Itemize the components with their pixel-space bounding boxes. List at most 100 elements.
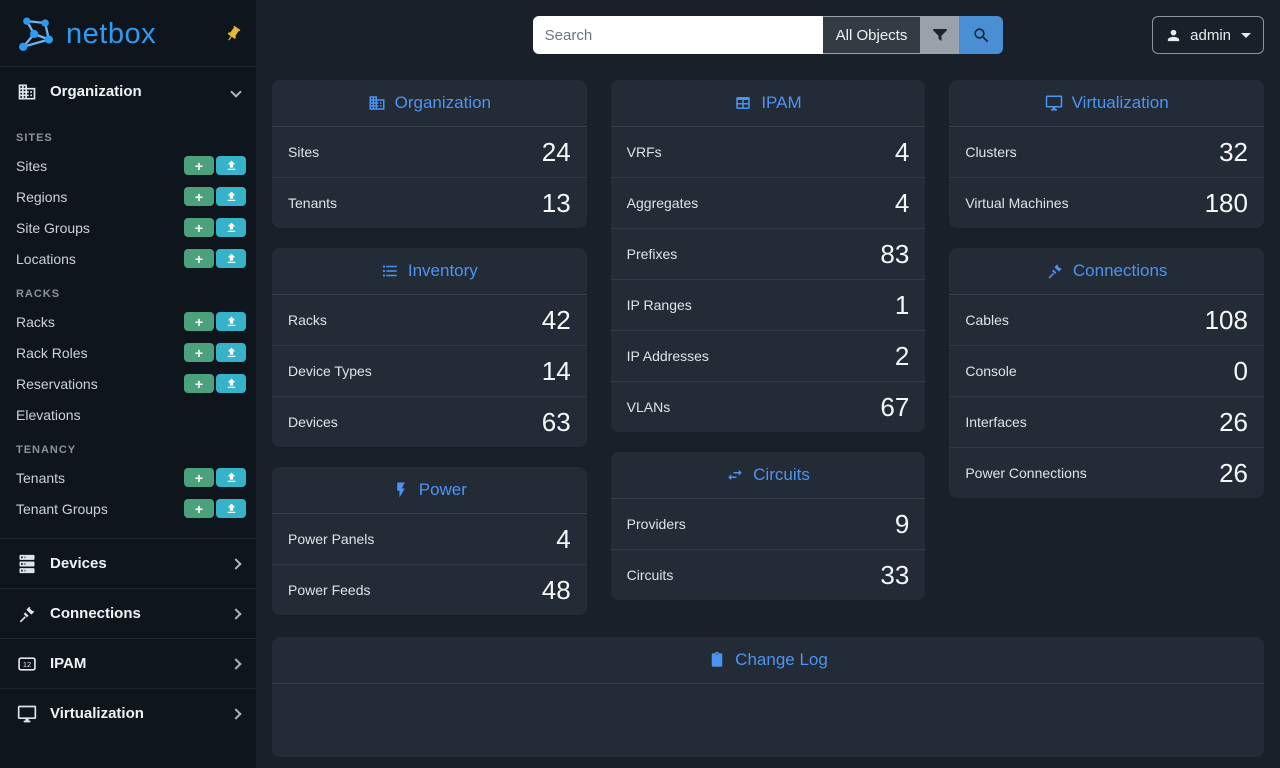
- plus-icon: +: [194, 344, 204, 361]
- stat-link[interactable]: Power Panels: [288, 531, 375, 547]
- upload-button[interactable]: [216, 187, 246, 206]
- stat-link[interactable]: VRFs: [626, 144, 662, 160]
- upload-button[interactable]: [216, 156, 246, 175]
- card-title[interactable]: IPAM: [761, 93, 802, 112]
- sidebar-item-regions[interactable]: Regions +: [0, 181, 256, 212]
- card-title[interactable]: Inventory: [407, 261, 478, 280]
- upload-button[interactable]: [216, 374, 246, 393]
- stat-row: Clusters 32: [949, 127, 1264, 178]
- stat-link[interactable]: Clusters: [965, 144, 1017, 160]
- card-title[interactable]: Organization: [394, 93, 492, 112]
- upload-button[interactable]: [216, 312, 246, 331]
- add-button[interactable]: +: [184, 312, 214, 331]
- filter-icon: [933, 29, 948, 41]
- dashboard: Organization Sites 24 Tenants 13 Invento…: [256, 78, 1280, 768]
- netbox-logo-icon[interactable]: [14, 12, 58, 56]
- filter-button[interactable]: [921, 16, 960, 54]
- topbar: All Objects admin: [256, 0, 1280, 78]
- add-button[interactable]: +: [184, 374, 214, 393]
- bolt-icon: [396, 482, 405, 498]
- stat-link[interactable]: VLANs: [626, 399, 671, 415]
- stat-link[interactable]: Device Types: [288, 363, 372, 379]
- sidebar-item-elevations[interactable]: Elevations: [0, 399, 256, 430]
- card-title[interactable]: Change Log: [735, 650, 828, 669]
- stat-link[interactable]: Console: [965, 363, 1017, 379]
- sidebar-item-label: Sites: [16, 157, 48, 174]
- sidebar-item-locations[interactable]: Locations +: [0, 243, 256, 274]
- stat-link[interactable]: Virtual Machines: [965, 195, 1069, 211]
- card-title[interactable]: Connections: [1072, 261, 1168, 280]
- stat-link[interactable]: Circuits: [626, 567, 674, 583]
- sidebar-menu-label: Devices: [50, 555, 107, 572]
- stat-value: 67: [880, 392, 910, 422]
- sidebar-menu-virtualization[interactable]: Virtualization: [0, 688, 256, 738]
- sidebar-menu-ipam[interactable]: 12 IPAM: [0, 638, 256, 688]
- stat-link[interactable]: Power Connections: [965, 465, 1087, 481]
- ipam-icon: 12: [16, 653, 38, 675]
- upload-button[interactable]: [216, 468, 246, 487]
- stat-link[interactable]: Devices: [288, 414, 338, 430]
- add-button[interactable]: +: [184, 499, 214, 518]
- sidebar-item-label: Site Groups: [16, 219, 90, 236]
- sidebar-item-racks[interactable]: Racks +: [0, 306, 256, 337]
- sidebar-item-reservations[interactable]: Reservations +: [0, 368, 256, 399]
- item-actions: +: [184, 187, 246, 206]
- column-2: IPAM VRFs 4 Aggregates 4 Prefixes 83: [610, 80, 926, 600]
- stat-link[interactable]: Racks: [288, 312, 327, 328]
- card-circuits: Circuits Providers 9 Circuits 33: [610, 452, 926, 600]
- user-label: admin: [1190, 26, 1231, 44]
- stat-link[interactable]: Aggregates: [626, 195, 699, 211]
- svg-text:12: 12: [23, 659, 31, 668]
- stat-value: 48: [541, 575, 571, 605]
- stat-link[interactable]: Power Feeds: [288, 582, 371, 598]
- card-title[interactable]: Power: [418, 480, 467, 499]
- sidebar-menu-label: IPAM: [50, 655, 87, 672]
- stat-value: 26: [1219, 458, 1248, 488]
- stat-link[interactable]: Prefixes: [626, 246, 678, 262]
- plus-icon: +: [194, 500, 204, 517]
- sidebar-menu-organization[interactable]: Organization: [0, 66, 256, 116]
- card-header: Power: [272, 467, 587, 514]
- stat-value: 24: [541, 137, 571, 167]
- stat-link[interactable]: IP Ranges: [626, 297, 692, 313]
- pin-icon[interactable]: [224, 25, 242, 43]
- user-menu[interactable]: admin: [1152, 16, 1264, 54]
- item-actions: +: [184, 218, 246, 237]
- stat-link[interactable]: IP Addresses: [626, 348, 709, 364]
- sidebar-item-rack-roles[interactable]: Rack Roles +: [0, 337, 256, 368]
- search-button[interactable]: [959, 16, 1004, 54]
- upload-button[interactable]: [216, 499, 246, 518]
- card-title[interactable]: Virtualization: [1071, 93, 1169, 112]
- stat-link[interactable]: Providers: [626, 516, 686, 532]
- sidebar-item-tenant-groups[interactable]: Tenant Groups +: [0, 493, 256, 524]
- sidebar-menu-devices[interactable]: Devices: [0, 538, 256, 588]
- stat-link[interactable]: Interfaces: [965, 414, 1027, 430]
- card-title[interactable]: Circuits: [753, 465, 810, 484]
- sidebar-item-tenants[interactable]: Tenants +: [0, 462, 256, 493]
- card-header: Virtualization: [949, 80, 1264, 127]
- stat-link[interactable]: Sites: [288, 144, 320, 160]
- add-button[interactable]: +: [184, 343, 214, 362]
- add-button[interactable]: +: [184, 249, 214, 268]
- search-input[interactable]: [532, 16, 823, 54]
- chevron-right-icon: [230, 557, 242, 570]
- stat-link[interactable]: Cables: [965, 312, 1009, 328]
- item-actions: +: [184, 156, 246, 175]
- stat-row: Sites 24: [272, 127, 587, 178]
- stat-row: Console 0: [949, 346, 1264, 397]
- sidebar-menu-connections[interactable]: Connections: [0, 588, 256, 638]
- add-button[interactable]: +: [184, 218, 214, 237]
- add-button[interactable]: +: [184, 468, 214, 487]
- upload-button[interactable]: [216, 218, 246, 237]
- upload-button[interactable]: [216, 343, 246, 362]
- add-button[interactable]: +: [184, 156, 214, 175]
- sidebar-menu-label: Connections: [50, 605, 141, 622]
- sidebar-item-sites[interactable]: Sites +: [0, 150, 256, 181]
- upload-button[interactable]: [216, 249, 246, 268]
- sidebar-item-site-groups[interactable]: Site Groups +: [0, 212, 256, 243]
- brand-logo-text[interactable]: netbox: [66, 17, 157, 50]
- stat-link[interactable]: Tenants: [288, 195, 338, 211]
- add-button[interactable]: +: [184, 187, 214, 206]
- card-header: Inventory: [272, 248, 587, 295]
- scope-dropdown[interactable]: All Objects: [822, 16, 922, 54]
